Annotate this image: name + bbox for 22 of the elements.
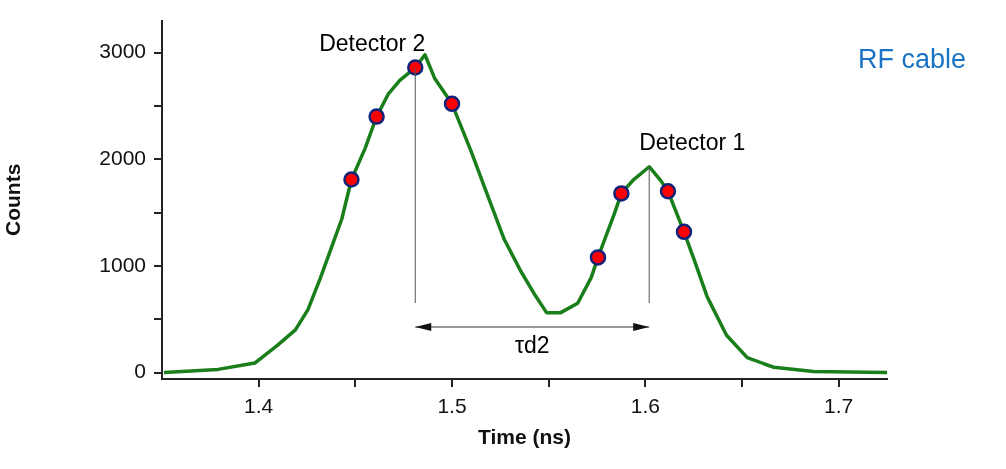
annotation: τd2 — [514, 331, 550, 358]
annotation: RF cable — [858, 44, 967, 75]
y-axis-title: Counts — [1, 163, 25, 236]
point — [589, 249, 607, 266]
point — [675, 223, 693, 241]
annotation: Detector 2 — [319, 29, 426, 56]
x-axis-title: Time (ns) — [478, 425, 571, 449]
point — [407, 59, 424, 76]
x-tick-label: 1.6 — [630, 394, 660, 418]
x-tick-label: 1.5 — [437, 394, 467, 418]
x-tick-label: 1.4 — [244, 394, 274, 418]
y-tick-label: 1000 — [99, 252, 146, 276]
point — [659, 183, 677, 200]
point — [613, 185, 630, 202]
x-tick-label: 1.7 — [824, 394, 854, 418]
point — [343, 171, 360, 188]
y-tick-label: 3000 — [99, 39, 146, 63]
point — [368, 108, 385, 125]
y-tick-label: 2000 — [99, 146, 146, 170]
y-tick-label: 0 — [134, 359, 146, 383]
annotation: Detector 1 — [639, 128, 746, 155]
point — [443, 95, 461, 113]
